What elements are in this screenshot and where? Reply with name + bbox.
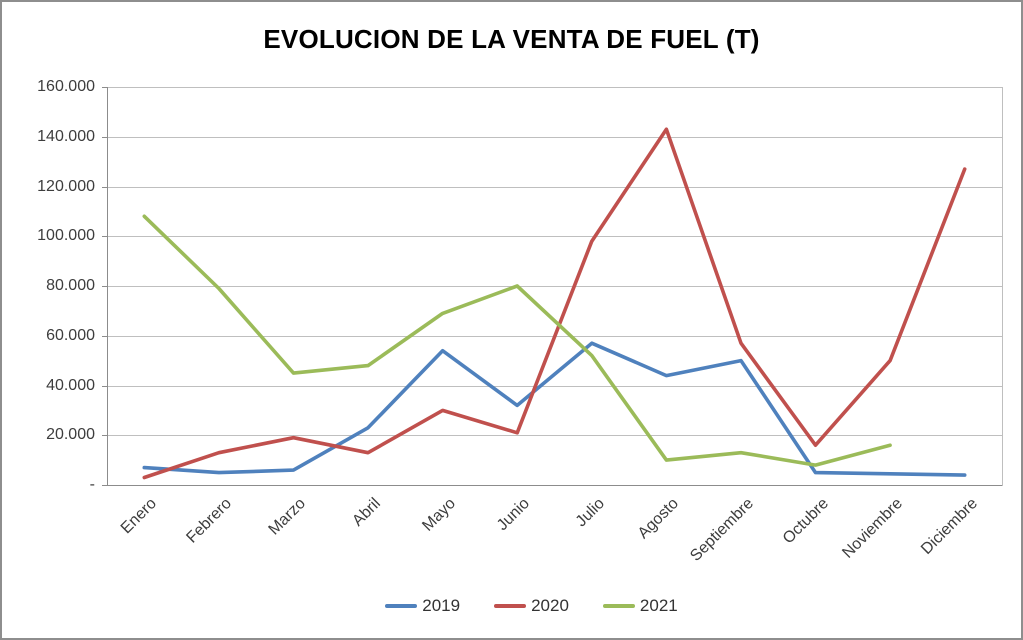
y-axis-tick-label: 80.000: [46, 277, 95, 294]
legend-line-swatch: [385, 604, 418, 608]
legend-item: 2019: [385, 596, 460, 616]
y-axis-tick-label: 60.000: [46, 327, 95, 344]
chart-title: EVOLUCION DE LA VENTA DE FUEL (T): [263, 24, 760, 54]
chart-legend: 2019 2020 2021: [42, 596, 1021, 616]
legend-label: 2020: [531, 596, 569, 615]
y-axis-tick-label: 140.000: [37, 128, 95, 145]
legend-item: 2021: [602, 596, 678, 616]
legend-label: 2021: [639, 596, 678, 615]
legend-line-swatch: [494, 604, 527, 608]
legend-line-swatch: [602, 604, 635, 608]
y-axis-tick-label: -: [89, 476, 95, 493]
legend-label: 2019: [422, 596, 461, 615]
y-axis-tick-label: 40.000: [46, 377, 95, 394]
y-axis-tick-label: 120.000: [37, 178, 95, 195]
y-axis-tick-label: 20.000: [46, 426, 95, 443]
y-axis-tick-label: 160.000: [37, 78, 95, 95]
y-axis-tick-label: 100.000: [37, 227, 95, 244]
legend-item: 2020: [494, 596, 569, 616]
